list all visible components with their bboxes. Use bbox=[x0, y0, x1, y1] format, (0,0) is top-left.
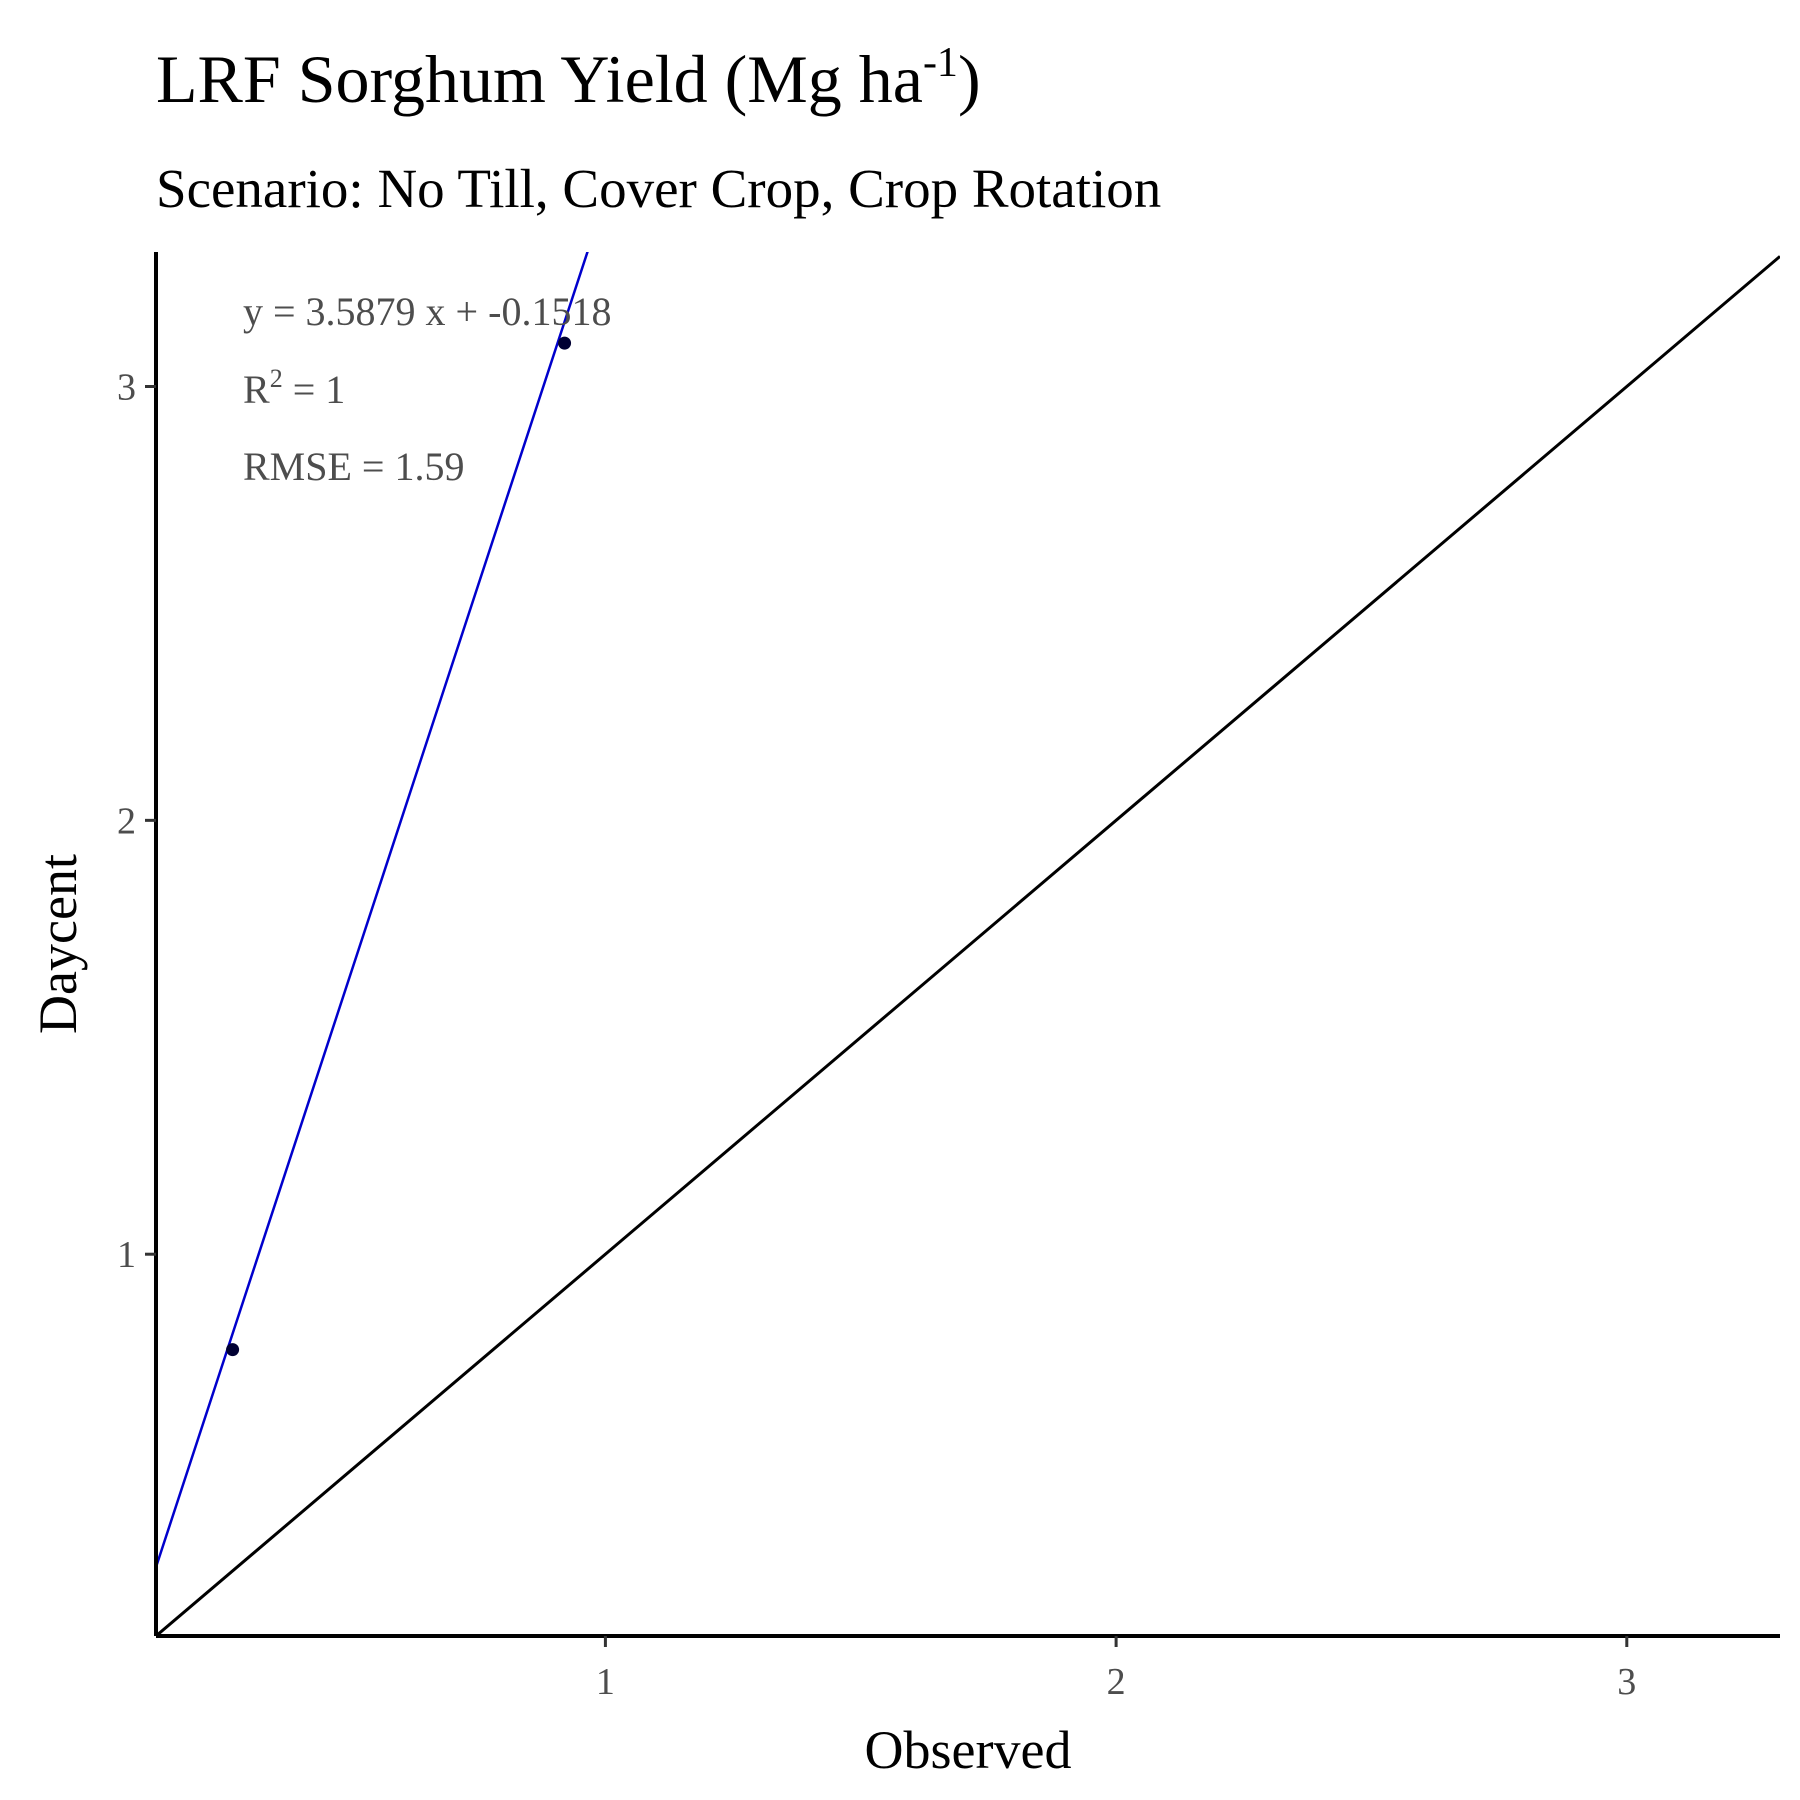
fit-line bbox=[156, 252, 589, 1568]
chart-title-main: LRF Sorghum Yield (Mg ha bbox=[156, 41, 923, 117]
r2-prefix: R bbox=[243, 367, 270, 412]
chart-subtitle: Scenario: No Till, Cover Crop, Crop Rota… bbox=[156, 158, 1161, 219]
r2-suffix: = 1 bbox=[283, 367, 346, 412]
chart-title-superscript: -1 bbox=[923, 40, 958, 86]
y-tick-label: 3 bbox=[117, 366, 136, 408]
data-points bbox=[226, 336, 572, 1357]
x-tick-label: 2 bbox=[1107, 1661, 1126, 1703]
chart-title: LRF Sorghum Yield (Mg ha-1) bbox=[156, 40, 981, 117]
x-axis-title: Observed bbox=[865, 1720, 1072, 1780]
r2-superscript: 2 bbox=[270, 364, 283, 393]
y-axis-ticks: 1 2 3 bbox=[117, 366, 156, 1276]
plot-lines bbox=[156, 252, 1780, 1636]
rmse-label: RMSE = 1.59 bbox=[243, 444, 464, 489]
equation-label: y = 3.5879 x + -0.1518 bbox=[243, 289, 611, 334]
x-tick-label: 1 bbox=[596, 1661, 615, 1703]
chart-title-suffix: ) bbox=[958, 41, 981, 117]
reference-line bbox=[156, 255, 1780, 1636]
y-tick-label: 2 bbox=[117, 800, 136, 842]
r2-label: R2 = 1 bbox=[243, 364, 345, 412]
y-tick-label: 1 bbox=[117, 1234, 136, 1276]
data-point-1 bbox=[226, 1343, 240, 1357]
x-tick-label: 3 bbox=[1617, 1661, 1636, 1703]
x-axis-ticks: 1 2 3 bbox=[596, 1636, 1636, 1703]
y-axis-title: Daycent bbox=[28, 854, 88, 1034]
data-point-2 bbox=[558, 336, 572, 350]
